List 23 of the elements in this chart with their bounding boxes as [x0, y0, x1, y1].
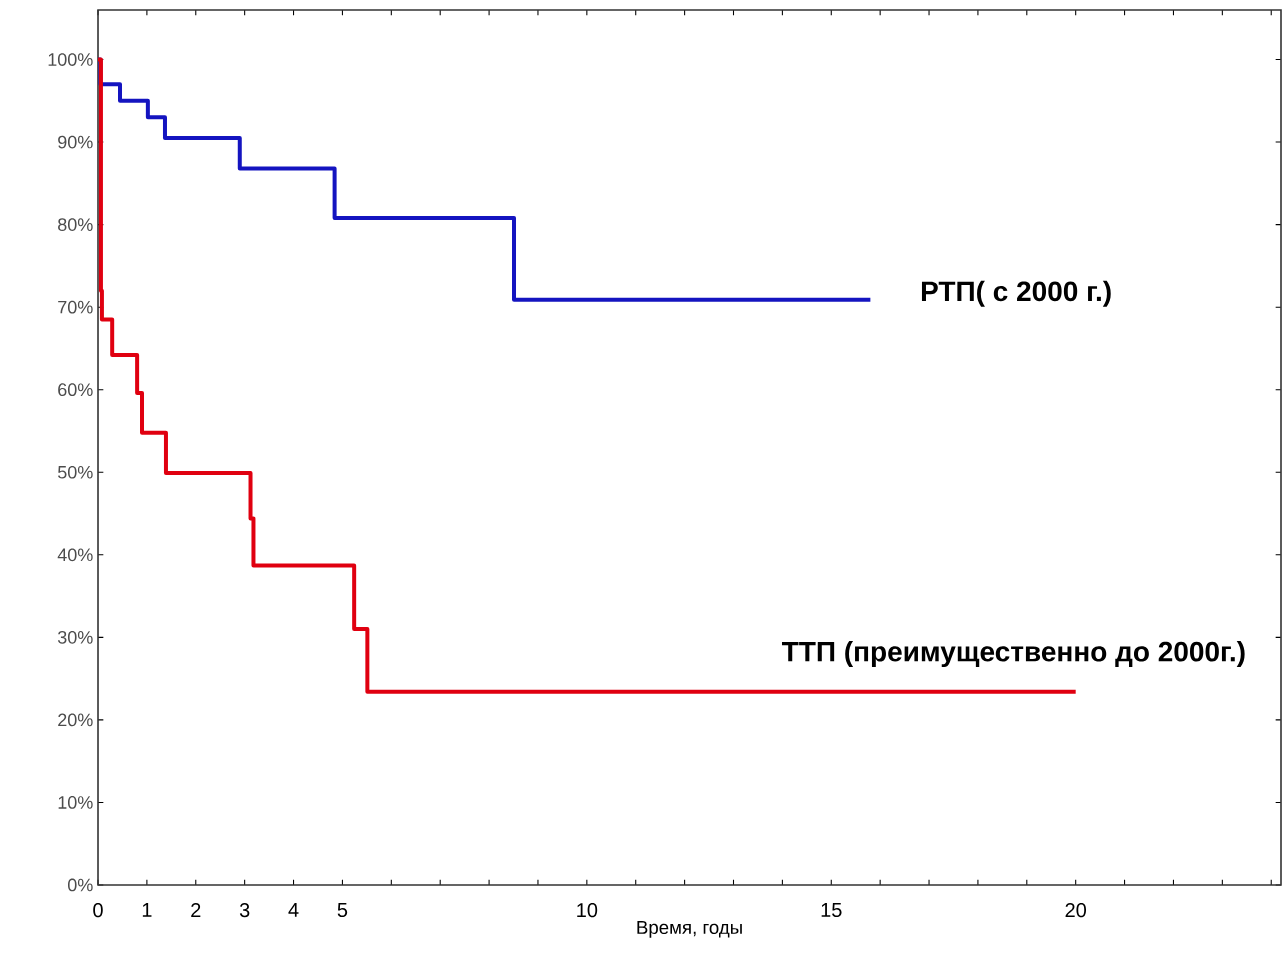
- x-tick-label: 2: [191, 903, 201, 917]
- y-tick-label: 0%: [67, 878, 93, 892]
- y-tick-label: 80%: [58, 218, 93, 231]
- x-tick-label: 5: [337, 903, 348, 917]
- y-tick-label: 60%: [58, 383, 93, 397]
- x-axis-title: Время, годы: [637, 921, 742, 938]
- y-tick-label: 90%: [58, 135, 93, 149]
- series-label: РТП( с 2000 г.): [921, 280, 1111, 307]
- x-tick-label: 15: [821, 903, 842, 917]
- x-tick-label: 1: [142, 903, 152, 917]
- y-tick-label: 50%: [57, 465, 93, 479]
- y-tick-label: 70%: [58, 300, 93, 314]
- x-tick-label: 3: [239, 903, 250, 918]
- x-tick-label: 4: [288, 903, 299, 917]
- y-tick-label: 40%: [57, 548, 93, 562]
- x-tick-label: 20: [1065, 903, 1087, 918]
- series-label: ТТП (преимущественно до 2000г.): [781, 641, 1245, 668]
- y-tick-label: 20%: [58, 713, 93, 727]
- y-tick-label: 30%: [57, 630, 93, 644]
- x-tick-label: 10: [577, 903, 598, 918]
- y-tick-label: 100%: [48, 53, 93, 66]
- x-tick-label: 0: [93, 903, 103, 918]
- y-tick-label: 10%: [58, 796, 93, 809]
